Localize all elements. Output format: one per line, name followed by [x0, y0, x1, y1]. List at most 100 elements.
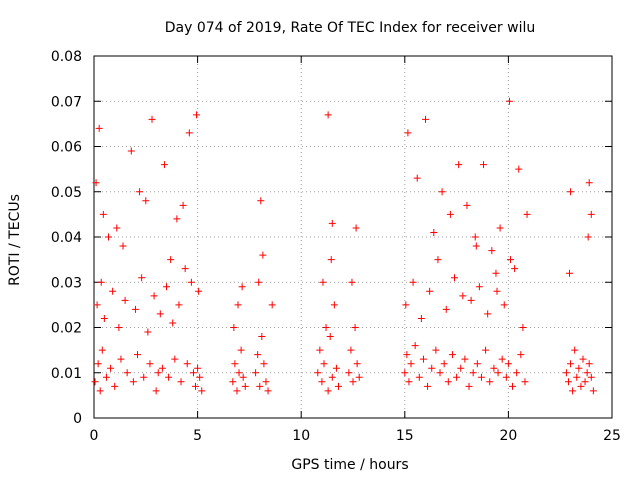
data-point — [432, 346, 440, 354]
data-point — [488, 247, 496, 255]
data-point — [158, 364, 166, 372]
data-point — [415, 373, 423, 381]
data-point — [480, 161, 488, 169]
data-point — [97, 278, 105, 286]
data-point — [257, 197, 265, 205]
data-point — [567, 360, 575, 368]
data-point — [233, 387, 241, 395]
data-point — [268, 301, 276, 309]
data-point — [345, 369, 353, 377]
data-point — [229, 378, 237, 386]
data-point — [195, 287, 203, 295]
data-point — [320, 360, 328, 368]
data-points — [91, 97, 597, 395]
data-point — [140, 373, 148, 381]
data-point — [463, 201, 471, 209]
data-point — [513, 369, 521, 377]
data-point — [455, 161, 463, 169]
x-tick-label: 5 — [193, 428, 202, 444]
data-point — [440, 360, 448, 368]
data-point — [482, 346, 490, 354]
data-point — [348, 278, 356, 286]
data-point — [417, 314, 425, 322]
data-point — [183, 360, 191, 368]
data-point — [523, 210, 531, 218]
data-point — [185, 129, 193, 137]
x-tick-label: 15 — [396, 428, 414, 444]
data-point — [156, 310, 164, 318]
data-point — [405, 378, 413, 386]
data-point — [477, 373, 485, 381]
data-point — [324, 111, 332, 119]
data-point — [587, 373, 595, 381]
data-point — [316, 346, 324, 354]
data-point — [187, 278, 195, 286]
data-point — [352, 224, 360, 232]
data-point — [239, 373, 247, 381]
data-point — [496, 224, 504, 232]
data-point — [564, 378, 572, 386]
data-point — [424, 382, 432, 390]
data-point — [403, 351, 411, 359]
data-point — [92, 179, 100, 187]
data-point — [322, 324, 330, 331]
data-point — [150, 292, 158, 300]
data-point — [152, 387, 160, 395]
data-point — [521, 378, 529, 386]
data-point — [504, 360, 512, 368]
y-tick-label: 0.07 — [51, 94, 82, 110]
tick-labels: 0 5 10 15 20 25 0 0.01 0.02 0.03 0.04 0.05 0.06 0.07 0… — [51, 49, 621, 444]
data-point — [438, 188, 446, 196]
data-point — [256, 382, 264, 390]
data-point — [100, 314, 108, 322]
data-point — [93, 301, 101, 309]
data-point — [355, 373, 363, 381]
data-point — [192, 382, 200, 390]
data-point — [519, 324, 527, 331]
data-point — [407, 360, 415, 368]
data-point — [260, 360, 268, 368]
data-point — [252, 369, 260, 377]
data-point — [430, 228, 438, 236]
data-point — [419, 355, 427, 363]
data-point — [96, 387, 104, 395]
data-point — [127, 147, 135, 155]
data-point — [193, 111, 201, 119]
data-point — [585, 360, 593, 368]
y-axis-title: ROTI / TECUs — [7, 194, 23, 286]
data-point — [179, 201, 187, 209]
data-point — [347, 346, 355, 354]
data-point — [573, 373, 581, 381]
data-point — [467, 296, 475, 304]
data-point — [255, 278, 263, 286]
data-point — [426, 287, 434, 295]
data-point — [330, 301, 338, 309]
data-point — [444, 378, 452, 386]
data-point — [107, 364, 115, 372]
data-point — [237, 346, 245, 354]
data-point — [146, 360, 154, 368]
data-point — [486, 378, 494, 386]
data-point — [351, 324, 359, 331]
data-point — [577, 382, 585, 390]
data-point — [411, 342, 419, 350]
data-point — [413, 174, 421, 182]
data-point — [453, 373, 461, 381]
x-tick-label: 0 — [90, 428, 99, 444]
data-point — [328, 373, 336, 381]
data-point — [148, 115, 156, 123]
data-point — [95, 124, 103, 132]
data-point — [196, 373, 204, 381]
data-point — [446, 210, 454, 218]
y-tick-label: 0.04 — [51, 230, 82, 246]
y-tick-label: 0 — [73, 411, 82, 427]
data-point — [314, 369, 322, 377]
data-point — [129, 378, 137, 386]
data-point — [198, 387, 206, 395]
data-point — [99, 210, 107, 218]
data-point — [448, 351, 456, 359]
data-point — [230, 324, 238, 331]
data-point — [98, 346, 106, 354]
data-point — [566, 269, 574, 277]
data-point — [102, 373, 110, 381]
